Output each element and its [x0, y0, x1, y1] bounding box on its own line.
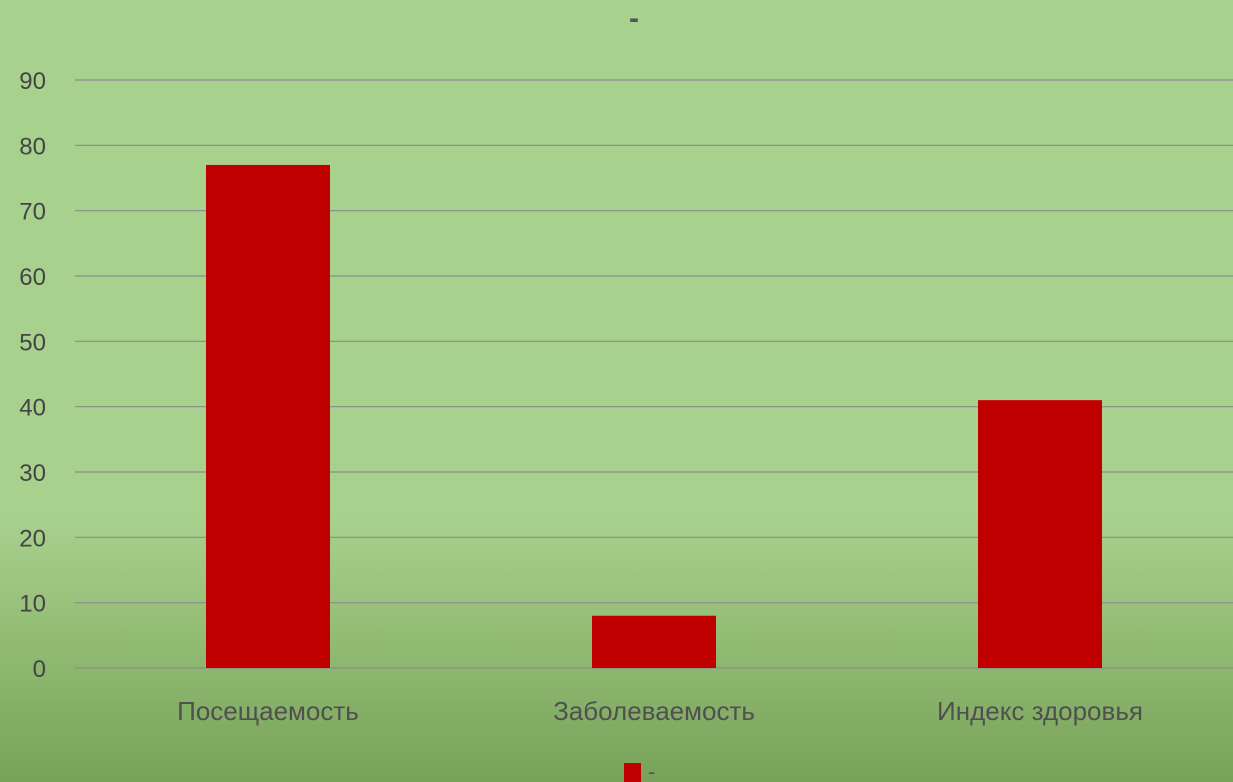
x-axis-labels: Посещаемость Заболеваемость Индекс здоровь…: [177, 696, 1143, 726]
y-tick-label: 0: [33, 656, 46, 683]
y-tick-label: 10: [19, 591, 46, 618]
y-axis-ticks: 0 10 20 30 40 50 60 70 80 90: [19, 68, 46, 683]
x-tick-label: Индекс здоровья: [937, 696, 1143, 726]
x-tick-label: Посещаемость: [177, 696, 359, 726]
y-tick-label: 20: [19, 525, 46, 552]
y-tick-label: 50: [19, 329, 46, 356]
y-tick-label: 70: [19, 199, 46, 226]
y-tick-label: 90: [19, 68, 46, 95]
bars: [206, 164, 1102, 668]
chart-title: -: [629, 2, 639, 35]
legend-label: -: [648, 759, 655, 782]
bar: [978, 400, 1102, 668]
y-tick-label: 30: [19, 460, 46, 487]
bar: [206, 164, 330, 668]
legend: -: [624, 759, 655, 782]
x-tick-label: Заболеваемость: [553, 696, 755, 726]
y-tick-label: 60: [19, 264, 46, 291]
y-tick-label: 80: [19, 133, 46, 160]
y-tick-label: 40: [19, 395, 46, 422]
bar: [592, 615, 716, 668]
legend-swatch: [624, 763, 641, 782]
